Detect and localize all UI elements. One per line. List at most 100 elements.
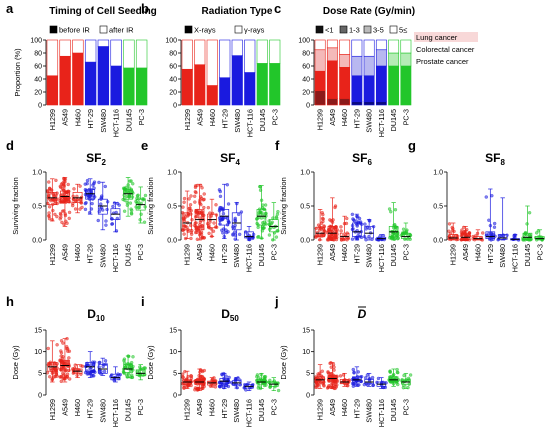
data-point <box>238 232 242 236</box>
data-point <box>67 356 71 360</box>
data-point <box>143 205 147 209</box>
data-point <box>60 220 64 225</box>
bar-segment <box>339 98 351 106</box>
data-point <box>350 212 355 217</box>
data-point <box>73 207 78 211</box>
data-point <box>268 385 272 389</box>
panel-title: SF2 <box>86 151 106 167</box>
data-point <box>136 200 141 204</box>
data-point <box>59 374 64 379</box>
y-tick-label: 0 <box>38 392 42 399</box>
y-tick-label: 20 <box>302 89 310 96</box>
data-point <box>319 221 324 225</box>
x-tick-label: DU145 <box>124 399 133 421</box>
data-point <box>202 192 206 196</box>
data-point <box>89 363 93 367</box>
data-point <box>350 381 355 386</box>
y-axis-label: Dose (Gy) <box>11 345 20 380</box>
data-point <box>345 238 349 242</box>
data-point <box>91 197 95 201</box>
bar-segment <box>314 39 326 51</box>
data-point <box>53 374 57 379</box>
bar-segment <box>59 55 71 106</box>
x-tick-label: A549 <box>195 244 204 261</box>
data-point <box>51 371 55 375</box>
x-tick-label: A549 <box>328 109 337 126</box>
panel-title: Radiation Type <box>202 6 273 17</box>
data-point <box>208 220 212 224</box>
data-point <box>316 373 321 378</box>
data-point <box>125 189 129 194</box>
data-point <box>268 378 272 383</box>
panel-label: a <box>6 1 14 16</box>
data-point <box>399 233 403 237</box>
data-point <box>135 194 140 198</box>
data-point <box>395 367 399 372</box>
data-point <box>262 226 266 230</box>
data-point <box>233 223 237 228</box>
data-point <box>235 386 239 390</box>
bar-segment <box>269 63 281 106</box>
bar-segment <box>206 85 218 106</box>
data-point <box>245 232 250 236</box>
bar-segment <box>388 39 400 54</box>
data-point <box>263 377 267 381</box>
x-tick-label: DU145 <box>258 109 267 131</box>
data-point <box>84 364 88 368</box>
data-point <box>60 186 65 191</box>
data-point <box>225 183 229 187</box>
data-point <box>53 212 57 217</box>
data-point <box>406 237 410 241</box>
legend-label: <1 <box>325 26 334 35</box>
legend-label: 5≤ <box>399 26 407 35</box>
data-point <box>214 213 219 217</box>
data-point <box>127 194 132 199</box>
data-point <box>447 229 451 233</box>
y-tick-label: 60 <box>34 63 42 70</box>
x-tick-label: H1299 <box>316 399 325 420</box>
y-tick-label: 20 <box>34 89 42 96</box>
data-point <box>130 190 134 194</box>
y-tick-label: 20 <box>169 89 177 96</box>
data-point <box>345 231 349 235</box>
bar-segment <box>388 52 400 67</box>
x-tick-label: PC-3 <box>269 399 278 415</box>
data-point <box>136 206 141 210</box>
x-tick-label: H460 <box>340 109 349 126</box>
data-point <box>71 203 75 208</box>
data-point <box>407 382 411 386</box>
data-point <box>182 224 186 228</box>
data-point <box>237 212 241 217</box>
data-point <box>59 213 63 217</box>
y-tick-label: 5 <box>173 371 177 378</box>
data-point <box>460 232 464 236</box>
data-point <box>273 385 277 389</box>
x-tick-label: PC-3 <box>269 244 278 260</box>
panel-label: c <box>274 1 281 16</box>
data-point <box>462 225 466 230</box>
data-point <box>181 375 185 379</box>
x-tick-label: A549 <box>195 109 204 126</box>
data-point <box>61 183 65 187</box>
data-point <box>50 378 54 382</box>
data-point <box>268 222 272 227</box>
data-point <box>47 205 52 209</box>
data-point <box>190 228 194 233</box>
panel-h: 0 5 10 15 H1299 A549 H460 HT-29 SW480 HCT-116 DU14… <box>6 294 147 427</box>
data-point <box>114 210 118 215</box>
bar-segment <box>181 39 193 70</box>
data-point <box>105 207 109 212</box>
data-point <box>487 231 491 236</box>
data-point <box>375 380 379 385</box>
data-point <box>79 372 83 376</box>
data-point <box>116 372 120 376</box>
data-point <box>257 211 261 215</box>
data-point <box>115 201 120 206</box>
legend-colorectal: Colorectal cancer <box>416 45 475 54</box>
x-tick-label: HT-29 <box>352 109 361 129</box>
data-point <box>321 381 325 385</box>
data-point <box>490 194 494 198</box>
x-tick-label: H460 <box>208 109 217 126</box>
bar-segment <box>110 39 122 67</box>
data-point <box>130 360 134 365</box>
